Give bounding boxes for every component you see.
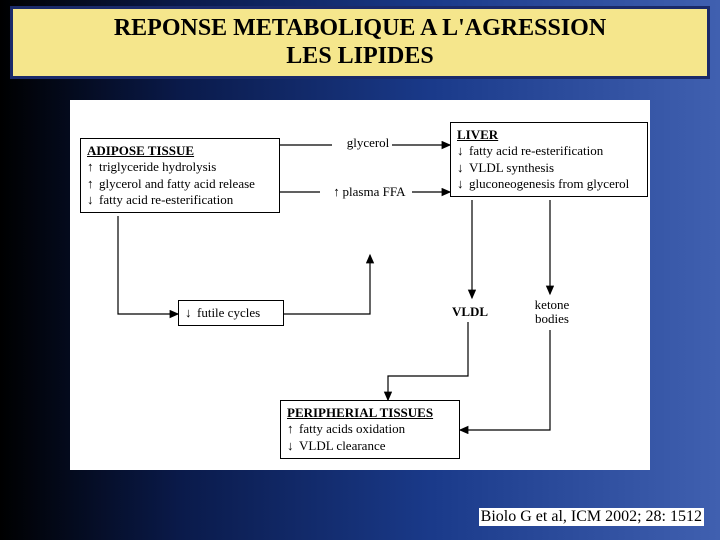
liver-header: LIVER [457, 127, 641, 143]
title-line1: REPONSE METABOLIQUE A L'AGRESSION [114, 15, 606, 41]
liver-item-0: ↓fatty acid re-esterification [457, 143, 641, 159]
label-plasma-ffa: ↑plasma FFA [322, 184, 414, 200]
peripheral-item-0: ↑fatty acids oxidation [287, 421, 453, 437]
citation: Biolo G et al, ICM 2002; 28: 1512 [479, 508, 704, 526]
liver-item-2: ↓gluconeogenesis from glycerol [457, 176, 641, 192]
node-futile-cycles: ↓futile cycles [178, 300, 284, 326]
label-ketone-bodies: ketone bodies [526, 298, 578, 327]
lipid-diagram: ADIPOSE TISSUE ↑triglyceride hydrolysis … [70, 100, 650, 470]
adipose-item-2: ↓fatty acid re-esterification [87, 192, 273, 208]
title-box: REPONSE METABOLIQUE A L'AGRESSION LES LI… [10, 6, 710, 79]
node-adipose-tissue: ADIPOSE TISSUE ↑triglyceride hydrolysis … [80, 138, 280, 213]
node-liver: LIVER ↓fatty acid re-esterification ↓VLD… [450, 122, 648, 197]
adipose-item-1: ↑glycerol and fatty acid release [87, 176, 273, 192]
title-line2: LES LIPIDES [286, 43, 433, 69]
node-peripheral-tissues: PERIPHERIAL TISSUES ↑fatty acids oxidati… [280, 400, 460, 459]
label-glycerol: glycerol [338, 135, 398, 151]
label-vldl: VLDL [442, 304, 498, 320]
page-title: REPONSE METABOLIQUE A L'AGRESSION LES LI… [21, 15, 699, 70]
peripheral-header: PERIPHERIAL TISSUES [287, 405, 453, 421]
adipose-item-0: ↑triglyceride hydrolysis [87, 159, 273, 175]
adipose-header: ADIPOSE TISSUE [87, 143, 273, 159]
peripheral-item-1: ↓VLDL clearance [287, 438, 453, 454]
liver-item-1: ↓VLDL synthesis [457, 160, 641, 176]
futile-item-0: ↓futile cycles [185, 305, 277, 321]
